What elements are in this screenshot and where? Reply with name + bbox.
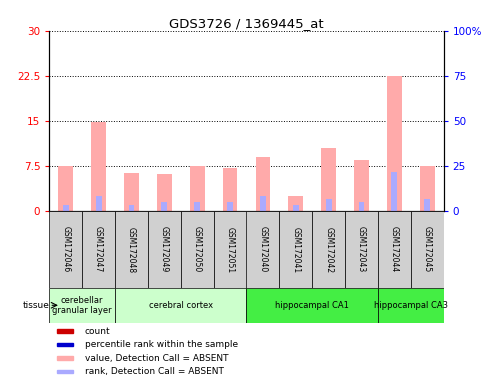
Bar [57, 343, 73, 346]
Text: GSM172050: GSM172050 [193, 227, 202, 273]
Bar [387, 76, 402, 211]
Text: rank, Detection Call = ABSENT: rank, Detection Call = ABSENT [85, 367, 224, 376]
Bar [354, 160, 369, 211]
Bar [115, 211, 148, 288]
Text: cerebellar
granular layer: cerebellar granular layer [52, 296, 112, 315]
Bar [49, 211, 82, 288]
Bar [96, 196, 102, 211]
Text: GSM172048: GSM172048 [127, 227, 136, 273]
Text: tissue: tissue [22, 301, 49, 310]
Bar [161, 202, 167, 211]
Text: GSM172051: GSM172051 [226, 227, 235, 273]
Text: hippocampal CA1: hippocampal CA1 [275, 301, 349, 310]
Bar [124, 173, 139, 211]
Bar [255, 157, 270, 211]
Bar [411, 211, 444, 288]
Bar [63, 205, 69, 211]
Bar [57, 370, 73, 373]
Bar [57, 356, 73, 360]
Bar [157, 174, 172, 211]
Bar [326, 199, 332, 211]
Bar [49, 288, 115, 323]
Text: GSM172049: GSM172049 [160, 227, 169, 273]
Bar [358, 202, 364, 211]
Bar [260, 196, 266, 211]
Bar [190, 166, 205, 211]
Bar [148, 211, 181, 288]
Bar [312, 211, 345, 288]
Bar [246, 211, 280, 288]
Text: GSM172046: GSM172046 [61, 227, 70, 273]
Bar [91, 122, 106, 211]
Text: percentile rank within the sample: percentile rank within the sample [85, 340, 238, 349]
Bar [223, 168, 238, 211]
Bar [288, 196, 303, 211]
Bar [213, 211, 246, 288]
Bar [293, 205, 299, 211]
Text: GSM172044: GSM172044 [390, 227, 399, 273]
Bar [129, 205, 135, 211]
Bar [378, 211, 411, 288]
Text: GSM172045: GSM172045 [423, 227, 432, 273]
Bar [424, 199, 430, 211]
Bar [57, 329, 73, 333]
Bar [194, 202, 200, 211]
Title: GDS3726 / 1369445_at: GDS3726 / 1369445_at [169, 17, 324, 30]
Bar [378, 288, 444, 323]
Bar [58, 166, 73, 211]
Text: GSM172041: GSM172041 [291, 227, 300, 273]
Bar [321, 148, 336, 211]
Bar [181, 211, 213, 288]
Bar [391, 172, 397, 211]
Bar [227, 202, 233, 211]
Text: GSM172040: GSM172040 [258, 227, 267, 273]
Bar [420, 166, 435, 211]
Bar [280, 211, 312, 288]
Bar [115, 288, 246, 323]
Text: hippocampal CA3: hippocampal CA3 [374, 301, 448, 310]
Bar [345, 211, 378, 288]
Text: GSM172047: GSM172047 [94, 227, 103, 273]
Text: GSM172043: GSM172043 [357, 227, 366, 273]
Text: count: count [85, 327, 110, 336]
Text: GSM172042: GSM172042 [324, 227, 333, 273]
Text: value, Detection Call = ABSENT: value, Detection Call = ABSENT [85, 354, 228, 362]
Bar [82, 211, 115, 288]
Text: cerebral cortex: cerebral cortex [149, 301, 213, 310]
Bar [246, 288, 378, 323]
